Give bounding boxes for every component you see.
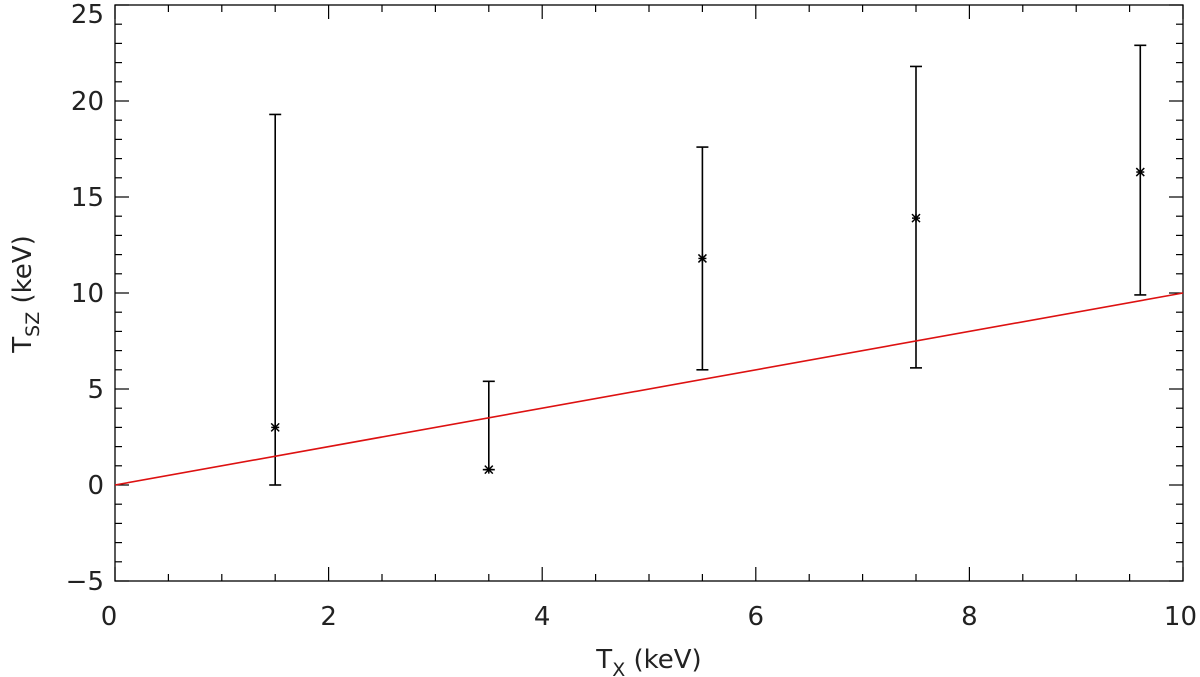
major-ticks bbox=[114, 4, 1184, 582]
y-tick-label: 0 bbox=[87, 471, 104, 501]
x-tick-label: 10 bbox=[1164, 602, 1197, 632]
data-point bbox=[484, 465, 494, 475]
x-tick-label: 8 bbox=[961, 602, 978, 632]
series-layer bbox=[114, 44, 1184, 486]
y-axis-label: TSZ (keV) bbox=[8, 235, 44, 353]
x-tick-label: 6 bbox=[748, 602, 765, 632]
y-tick-label: 5 bbox=[87, 375, 104, 405]
x-tick-labels: 0 2 4 6 8 10 bbox=[101, 602, 1197, 632]
x-tick-label: 0 bbox=[101, 602, 118, 632]
data-point bbox=[697, 253, 707, 263]
minor-ticks bbox=[115, 5, 1183, 581]
data-point bbox=[270, 422, 280, 432]
data-point bbox=[1135, 167, 1145, 177]
y-tick-label: 15 bbox=[71, 183, 104, 213]
y-tick-label: −5 bbox=[66, 567, 104, 597]
y-tick-label: 25 bbox=[71, 0, 104, 30]
fit-line bbox=[114, 292, 1184, 486]
x-axis-label: TX (keV) bbox=[595, 645, 701, 677]
data-point bbox=[911, 213, 921, 223]
x-tick-label: 2 bbox=[320, 602, 337, 632]
y-tick-labels: −5 0 5 10 15 20 25 bbox=[66, 0, 104, 597]
y-tick-label: 10 bbox=[71, 279, 104, 309]
x-tick-label: 4 bbox=[534, 602, 551, 632]
y-tick-label: 20 bbox=[71, 87, 104, 117]
